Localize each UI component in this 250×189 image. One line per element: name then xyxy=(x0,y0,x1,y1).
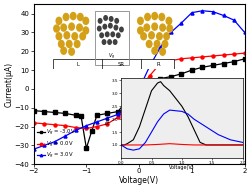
$V_g$ = 0.0V xyxy=(106,123,108,125)
$V_g$ = -3.0V xyxy=(221,62,224,65)
$V_g$ = -3.0V xyxy=(148,81,150,84)
$V_g$ = 0.0V xyxy=(126,103,130,105)
$V_g$ = 3.0V xyxy=(74,129,77,132)
Line: $V_g$ = -3.0V: $V_g$ = -3.0V xyxy=(32,57,245,150)
$V_g$ = 0.0V xyxy=(242,52,245,54)
$V_g$ = -3.0V xyxy=(84,147,87,149)
$V_g$ = -3.0V xyxy=(53,111,56,114)
$V_g$ = 0.0V xyxy=(64,125,66,127)
$V_g$ = 3.0V xyxy=(42,144,45,147)
$V_g$ = 3.0V xyxy=(53,141,56,143)
$V_g$ = 3.0V xyxy=(232,19,235,21)
$V_g$ = 3.0V xyxy=(126,103,130,105)
$V_g$ = -3.0V xyxy=(32,109,35,112)
$V_g$ = 3.0V xyxy=(106,117,108,119)
$V_g$ = -3.0V xyxy=(232,60,235,63)
X-axis label: Voltage(V): Voltage(V) xyxy=(118,176,158,185)
$V_g$ = -3.0V xyxy=(42,110,45,113)
$V_g$ = 3.0V xyxy=(200,10,203,12)
$V_g$ = -3.0V xyxy=(158,77,161,80)
$V_g$ = 0.0V xyxy=(116,116,119,118)
$V_g$ = -3.0V xyxy=(95,114,98,116)
$V_g$ = 0.0V xyxy=(211,55,214,57)
$V_g$ = 0.0V xyxy=(179,58,182,60)
$V_g$ = -3.0V xyxy=(79,115,82,117)
$V_g$ = -3.0V xyxy=(211,64,214,67)
$V_g$ = 0.0V xyxy=(190,57,192,59)
$V_g$ = 3.0V xyxy=(137,88,140,90)
$V_g$ = -3.0V xyxy=(90,130,93,132)
$V_g$ = 0.0V xyxy=(168,60,172,62)
$V_g$ = -3.0V xyxy=(190,69,192,71)
$V_g$ = 0.0V xyxy=(42,123,45,125)
$V_g$ = 0.0V xyxy=(137,88,140,90)
$V_g$ = -3.0V xyxy=(116,110,119,113)
$V_g$ = 3.0V xyxy=(32,148,35,150)
$V_g$ = 0.0V xyxy=(158,62,161,65)
$V_g$ = 0.0V xyxy=(84,127,87,130)
$V_g$ = -3.0V xyxy=(137,88,140,90)
$V_g$ = 0.0V xyxy=(53,124,56,126)
$V_g$ = 3.0V xyxy=(211,11,214,13)
$V_g$ = 3.0V xyxy=(221,14,224,17)
$V_g$ = 3.0V xyxy=(148,65,150,67)
$V_g$ = 0.0V xyxy=(221,54,224,56)
$V_g$ = 3.0V xyxy=(158,46,161,49)
$V_g$ = 3.0V xyxy=(64,135,66,137)
$V_g$ = 0.0V xyxy=(74,126,77,129)
$V_g$ = 0.0V xyxy=(32,122,35,124)
$V_g$ = -3.0V xyxy=(64,112,66,115)
$V_g$ = 0.0V xyxy=(232,53,235,55)
$V_g$ = -3.0V xyxy=(179,73,182,75)
Legend: $V_g$ = -3.0V, $V_g$ = 0.0V, $V_g$ = 3.0V: $V_g$ = -3.0V, $V_g$ = 0.0V, $V_g$ = 3.0… xyxy=(36,127,76,162)
$V_g$ = 0.0V xyxy=(95,125,98,128)
$V_g$ = 3.0V xyxy=(168,31,172,34)
Line: $V_g$ = 3.0V: $V_g$ = 3.0V xyxy=(32,9,245,151)
$V_g$ = -3.0V xyxy=(242,58,245,60)
Line: $V_g$ = 0.0V: $V_g$ = 0.0V xyxy=(32,52,245,130)
$V_g$ = -3.0V xyxy=(106,112,108,115)
Y-axis label: Current(μA): Current(μA) xyxy=(4,62,13,107)
$V_g$ = -3.0V xyxy=(168,76,172,78)
$V_g$ = 3.0V xyxy=(116,113,119,115)
$V_g$ = 3.0V xyxy=(179,22,182,24)
$V_g$ = 3.0V xyxy=(84,125,87,127)
$V_g$ = 3.0V xyxy=(95,121,98,123)
$V_g$ = 0.0V xyxy=(200,56,203,58)
$V_g$ = -3.0V xyxy=(126,97,130,99)
$V_g$ = 0.0V xyxy=(148,75,150,77)
$V_g$ = 3.0V xyxy=(242,31,245,34)
$V_g$ = 3.0V xyxy=(190,12,192,14)
$V_g$ = -3.0V xyxy=(200,66,203,68)
$V_g$ = -3.0V xyxy=(74,114,77,116)
